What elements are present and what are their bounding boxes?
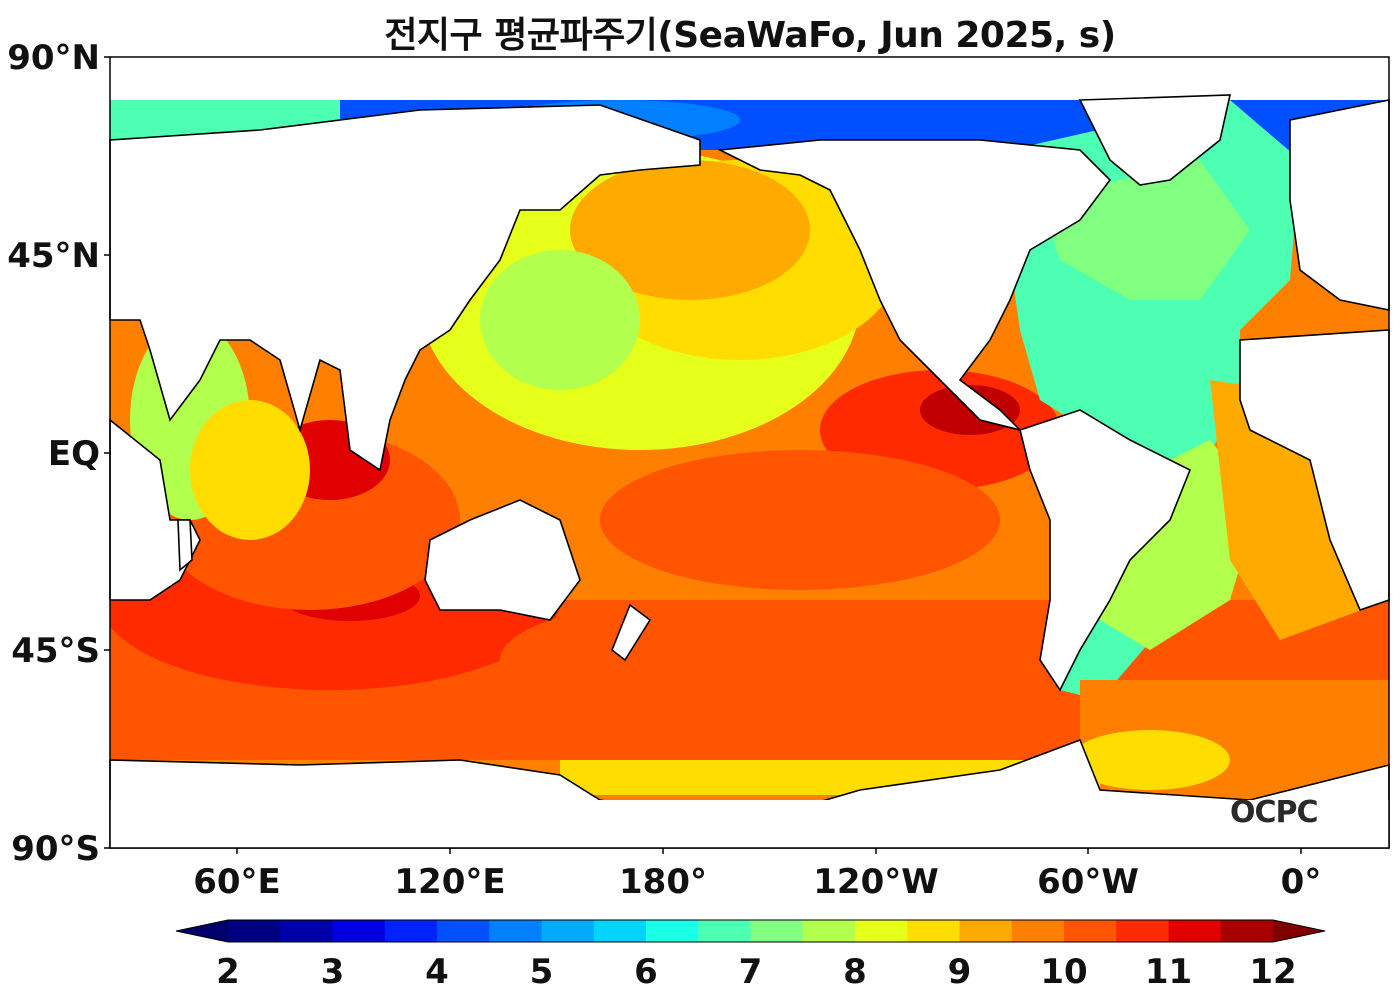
land bbox=[109, 94, 1390, 849]
colorbar-swatch bbox=[1064, 920, 1117, 942]
colorbar-outline bbox=[175, 919, 1326, 943]
colorbar bbox=[175, 919, 1326, 943]
colorbar-swatch bbox=[1220, 920, 1274, 942]
colorbar-extend-under bbox=[176, 920, 228, 942]
colorbar-tick-label: 11 bbox=[1144, 952, 1193, 992]
lon-label-60w: 60°W bbox=[1037, 862, 1139, 902]
colorbar-tick-label: 8 bbox=[843, 952, 867, 992]
colorbar-tick-label: 3 bbox=[320, 952, 345, 992]
colorbar-swatch bbox=[489, 920, 542, 942]
colorbar-swatch bbox=[959, 920, 1013, 942]
axis-ticks bbox=[104, 56, 1302, 854]
colorbar-swatch bbox=[802, 920, 856, 942]
colorbar-tick-label: 9 bbox=[947, 952, 972, 992]
colorbar-swatch bbox=[698, 920, 751, 942]
lat-label-45s: 45°S bbox=[11, 631, 100, 671]
colorbar-tick-label: 10 bbox=[1040, 952, 1088, 992]
colorbar-swatch bbox=[750, 920, 804, 942]
colorbar-swatch bbox=[541, 920, 595, 942]
lon-label-180: 180° bbox=[619, 862, 707, 902]
lon-label-120e: 120°E bbox=[394, 862, 506, 902]
lon-label-0: 0° bbox=[1280, 862, 1322, 902]
colorbar-swatch bbox=[332, 920, 386, 942]
ocpc-watermark: OCPC bbox=[1230, 795, 1319, 830]
colorbar-tick-label: 7 bbox=[738, 952, 763, 992]
colorbar-swatch bbox=[907, 920, 960, 942]
colorbar-tick-label: 6 bbox=[634, 952, 658, 992]
colorbar-swatch bbox=[593, 920, 647, 942]
colorbar-tick-label: 12 bbox=[1249, 952, 1297, 992]
colorbar-tick-label: 2 bbox=[216, 952, 240, 992]
colorbar-swatch bbox=[384, 920, 438, 942]
lat-label-eq: EQ bbox=[47, 434, 100, 474]
lat-label-90s: 90°S bbox=[11, 829, 100, 869]
lon-label-120w: 120°W bbox=[813, 862, 939, 902]
lat-label-90n: 90°N bbox=[7, 38, 100, 78]
map-title: 전지구 평균파주기(SeaWaFo, Jun 2025, s) bbox=[384, 15, 1116, 56]
colorbar-tick-label: 4 bbox=[425, 952, 449, 992]
colorbar-swatch bbox=[855, 920, 908, 942]
lon-label-60e: 60°E bbox=[193, 862, 281, 902]
colorbar-swatch bbox=[280, 920, 333, 942]
colorbar-swatch bbox=[437, 920, 490, 942]
colorbar-swatch bbox=[1168, 920, 1222, 942]
colorbar-swatch bbox=[1011, 920, 1065, 942]
lat-label-45n: 45°N bbox=[7, 236, 100, 276]
colorbar-extend-over bbox=[1273, 920, 1325, 942]
colorbar-swatch bbox=[228, 920, 281, 942]
colorbar-swatch bbox=[1116, 920, 1169, 942]
colorbar-swatch bbox=[646, 920, 699, 942]
colorbar-tick-label: 5 bbox=[529, 952, 554, 992]
